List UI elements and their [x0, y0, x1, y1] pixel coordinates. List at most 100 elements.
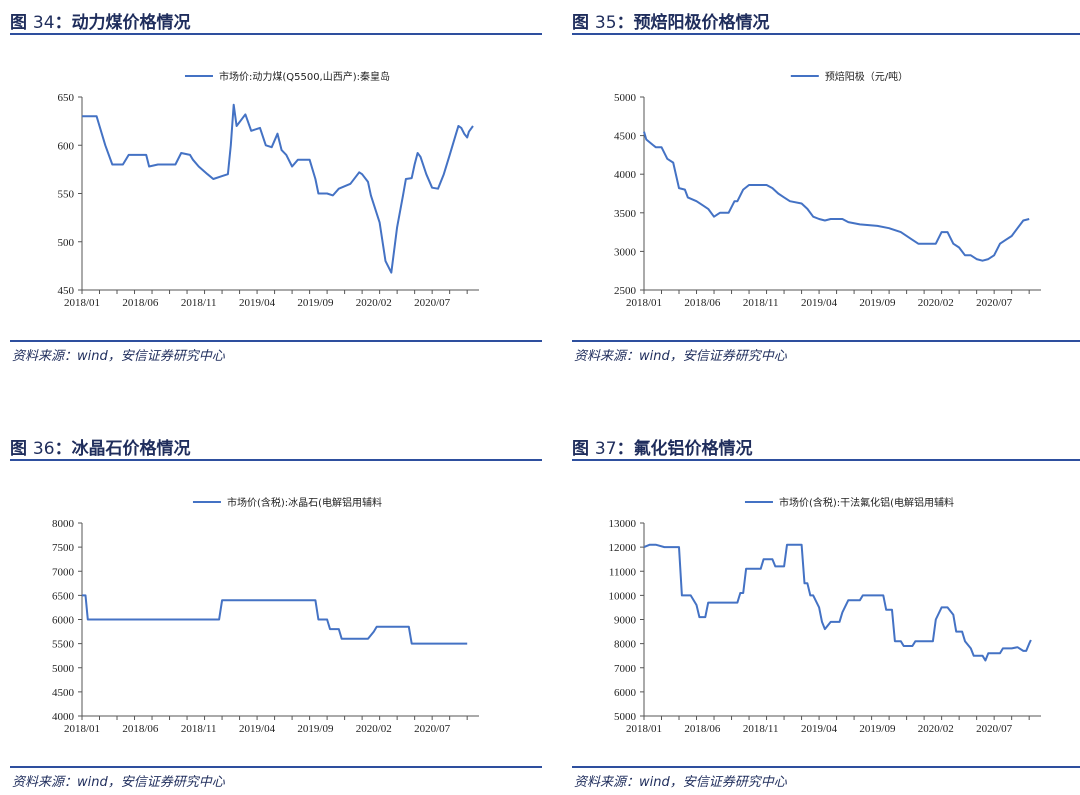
series-line	[643, 543, 1032, 662]
title-number: 36	[32, 439, 55, 459]
y-tick-label: 4000	[52, 711, 75, 723]
y-tick-label: 6000	[614, 687, 637, 699]
title-separator: ：	[616, 439, 634, 459]
legend: 市场价(含税):冰晶石(电解铝用辅料	[192, 496, 382, 509]
series-line	[82, 594, 468, 645]
source-note: 资料来源：wind，安信证券研究中心	[12, 775, 225, 790]
title-separator: ：	[616, 13, 634, 33]
x-tick-label: 2019/09	[859, 723, 896, 735]
chart-title: 图 37：氟化铝价格情况	[572, 434, 753, 459]
legend-label: 市场价(含税):干法氟化铝(电解铝用辅料	[779, 496, 954, 509]
x-tick-label: 2019/04	[239, 297, 276, 309]
source-rule	[10, 340, 542, 342]
legend-label: 预焙阳极（元/吨）	[825, 70, 908, 83]
title-rule	[10, 459, 542, 461]
y-tick-label: 5000	[614, 92, 637, 104]
x-tick-label: 2020/02	[918, 297, 954, 309]
source-rule	[10, 766, 542, 768]
y-tick-label: 11000	[609, 566, 637, 578]
title-rule	[572, 33, 1080, 35]
x-tick-label: 2018/11	[181, 723, 217, 735]
y-tick-label: 5000	[52, 663, 75, 675]
x-tick-label: 2019/09	[297, 297, 334, 309]
title-prefix: 图	[572, 439, 595, 459]
y-tick-label: 9000	[614, 615, 637, 627]
x-tick-label: 2018/06	[684, 297, 721, 309]
x-tick-label: 2018/11	[743, 297, 779, 309]
source-rule	[572, 766, 1080, 768]
chart-title: 图 35：预焙阳极价格情况	[572, 8, 770, 33]
line-chart: 5000 6000 7000 8000 9000 10000 11000 12000 13000…	[609, 496, 1041, 735]
x-tick-label: 2018/06	[122, 723, 159, 735]
chart-title: 图 36：冰晶石价格情况	[10, 434, 191, 459]
line-chart: 4000 4500 5000 5500 6000 6500 7000 7500 8000 2018…	[52, 496, 479, 735]
title-text: 动力煤价格情况	[71, 13, 191, 33]
x-tick-label: 2018/06	[684, 723, 721, 735]
y-tick-label: 500	[58, 237, 75, 249]
x-tick-label: 2019/04	[801, 723, 838, 735]
y-tick-label: 8000	[614, 639, 637, 651]
y-tick-label: 8000	[52, 518, 75, 530]
source-note: 资料来源：wind，安信证券研究中心	[574, 775, 787, 790]
y-tick-label: 7000	[614, 663, 637, 675]
x-tick-label: 2019/04	[239, 723, 276, 735]
source-note: 资料来源：wind，安信证券研究中心	[12, 349, 225, 364]
x-tick-label: 2018/01	[64, 723, 100, 735]
y-tick-label: 650	[58, 92, 75, 104]
source-rule	[572, 340, 1080, 342]
series-line	[643, 131, 1030, 262]
x-tick-label: 2020/02	[356, 723, 392, 735]
y-tick-label: 450	[58, 285, 75, 297]
title-number: 34	[32, 13, 55, 33]
line-chart: 2500 3000 3500 4000 4500 5000 2018/01 2018/06 20…	[614, 70, 1041, 309]
title-prefix: 图	[10, 439, 33, 459]
y-tick-label: 4000	[614, 169, 637, 181]
title-text: 预焙阳极价格情况	[633, 13, 770, 33]
x-tick-label: 2019/09	[297, 723, 334, 735]
y-tick-label: 600	[58, 140, 75, 152]
y-tick-label: 5000	[614, 711, 637, 723]
x-tick-label: 2020/02	[918, 723, 954, 735]
y-tick-label: 6500	[52, 590, 75, 602]
x-tick-label: 2020/07	[414, 297, 451, 309]
y-tick-label: 13000	[609, 518, 637, 530]
y-tick-label: 5500	[52, 639, 75, 651]
y-tick-label: 4500	[52, 687, 75, 699]
x-tick-label: 2020/07	[414, 723, 451, 735]
x-tick-label: 2019/04	[801, 297, 838, 309]
x-tick-label: 2018/01	[64, 297, 100, 309]
y-tick-label: 3500	[614, 208, 637, 220]
y-tick-label: 4500	[614, 131, 637, 143]
title-text: 冰晶石价格情况	[71, 439, 191, 459]
x-tick-label: 2018/11	[743, 723, 779, 735]
title-number: 35	[594, 13, 617, 33]
title-separator: ：	[54, 439, 72, 459]
legend: 市场价:动力煤(Q5500,山西产):秦皇岛	[184, 70, 390, 83]
y-tick-label: 2500	[614, 285, 637, 297]
title-number: 37	[594, 439, 617, 459]
legend-label: 市场价:动力煤(Q5500,山西产):秦皇岛	[219, 70, 390, 83]
x-tick-label: 2020/07	[976, 297, 1013, 309]
x-tick-label: 2018/11	[181, 297, 217, 309]
y-tick-label: 6000	[52, 615, 75, 627]
y-tick-label: 550	[58, 189, 75, 201]
x-tick-label: 2020/02	[356, 297, 392, 309]
legend-label: 市场价(含税):冰晶石(电解铝用辅料	[227, 496, 382, 509]
y-tick-label: 10000	[609, 590, 637, 602]
title-prefix: 图	[10, 13, 33, 33]
x-tick-label: 2018/06	[122, 297, 159, 309]
title-text: 氟化铝价格情况	[633, 439, 753, 459]
title-separator: ：	[54, 13, 72, 33]
line-chart: 450 500 550 600 650 2018/01 2018/06 2018/11 2019…	[58, 70, 479, 309]
chart-title: 图 34：动力煤价格情况	[10, 8, 191, 33]
legend: 市场价(含税):干法氟化铝(电解铝用辅料	[744, 496, 954, 509]
y-tick-label: 3000	[614, 246, 637, 258]
y-tick-label: 12000	[609, 542, 637, 554]
legend: 预焙阳极（元/吨）	[790, 70, 908, 83]
source-note: 资料来源：wind，安信证券研究中心	[574, 349, 787, 364]
title-rule	[10, 33, 542, 35]
x-tick-label: 2019/09	[859, 297, 896, 309]
y-tick-label: 7000	[52, 566, 75, 578]
y-tick-label: 7500	[52, 542, 75, 554]
title-rule	[572, 459, 1080, 461]
